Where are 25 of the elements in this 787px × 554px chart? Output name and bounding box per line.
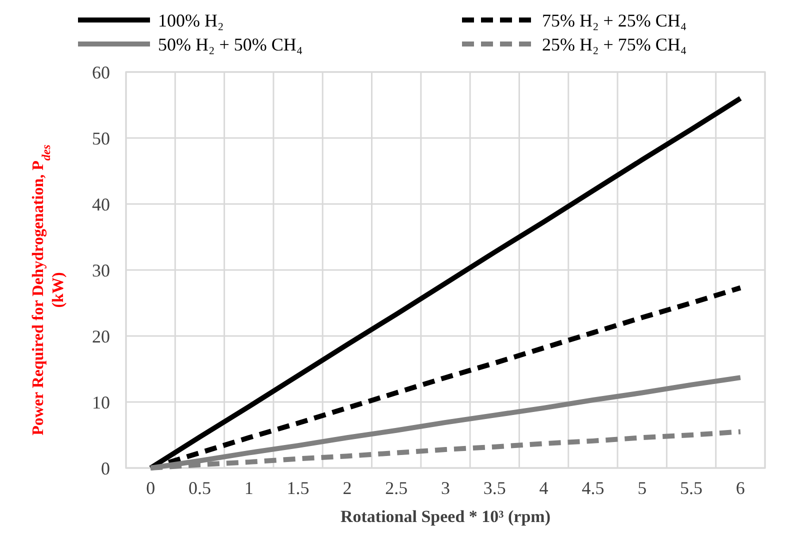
x-tick-label: 4 (539, 478, 548, 498)
x-tick-label: 4.5 (582, 478, 604, 498)
x-tick-label: 3 (441, 478, 450, 498)
x-tick-label: 2.5 (385, 478, 408, 498)
y-tick-label: 20 (92, 326, 110, 346)
x-tick-label: 6 (736, 478, 745, 498)
x-tick-label: 0.5 (188, 478, 211, 498)
x-tick-label: 1.5 (286, 478, 310, 498)
x-tick-label: 1 (244, 478, 254, 498)
y-tick-label: 10 (92, 392, 110, 412)
legend-label: 50% H₂ + 50% CH₄ (158, 34, 303, 54)
x-tick-label: 0 (146, 478, 156, 498)
x-tick-label: 5 (638, 478, 647, 498)
y-tick-label: 0 (101, 458, 110, 478)
x-tick-label: 5.5 (680, 478, 703, 498)
y-tick-label: 50 (92, 128, 110, 148)
y-tick-label: 60 (92, 62, 110, 82)
x-tick-label: 3.5 (483, 478, 506, 498)
y-tick-label: 40 (92, 194, 110, 214)
y-tick-label: 30 (92, 260, 110, 280)
legend-label: 25% H₂ + 75% CH₄ (542, 34, 687, 54)
legend-label: 75% H₂ + 25% CH₄ (542, 10, 687, 30)
x-axis-title: Rotational Speed * 10³ (rpm) (340, 507, 551, 526)
legend-label: 100% H₂ (158, 10, 224, 30)
x-tick-label: 2 (342, 478, 352, 498)
